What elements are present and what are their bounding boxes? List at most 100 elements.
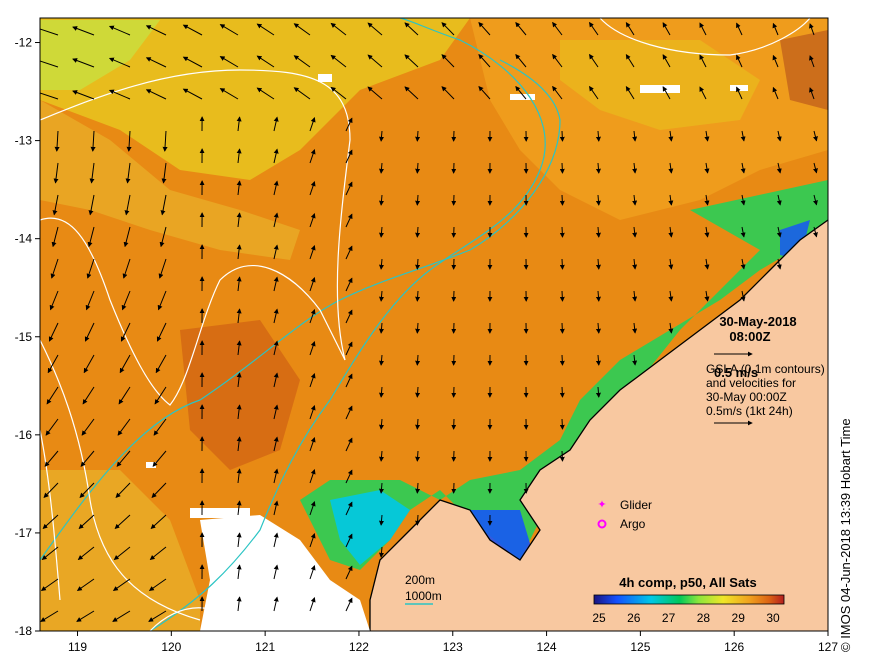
velocity-arrow-icon xyxy=(668,258,674,270)
velocity-arrow-icon xyxy=(345,181,353,196)
velocity-arrow-icon xyxy=(559,226,565,238)
velocity-arrow-icon xyxy=(632,354,638,366)
velocity-arrow-icon xyxy=(149,546,167,561)
velocity-arrow-icon xyxy=(158,258,167,279)
velocity-arrow-icon xyxy=(415,450,421,462)
y-tick-label: -15 xyxy=(15,330,33,344)
velocity-arrow-icon xyxy=(625,21,635,36)
velocity-arrow-icon xyxy=(236,404,242,420)
isobath-200-label: 200m xyxy=(405,573,435,587)
colorbar-tick-label: 27 xyxy=(662,611,676,625)
velocity-arrow-icon xyxy=(273,500,279,516)
velocity-arrow-icon xyxy=(367,22,383,36)
velocity-arrow-icon xyxy=(632,226,638,238)
x-axis: 119 120 121 122 123 124 125 126 127 xyxy=(68,631,838,654)
velocity-arrow-icon xyxy=(123,226,131,248)
velocity-arrow-icon xyxy=(126,130,132,152)
velocity-arrow-icon xyxy=(809,23,815,36)
y-tick-label: -16 xyxy=(15,428,33,442)
velocity-arrow-icon xyxy=(273,244,279,260)
velocity-arrow-icon xyxy=(116,450,131,467)
velocity-arrow-icon xyxy=(236,244,242,260)
velocity-arrow-icon xyxy=(124,194,131,216)
velocity-arrow-icon xyxy=(118,386,131,405)
velocity-arrow-icon xyxy=(559,450,565,462)
velocity-arrow-icon xyxy=(813,226,818,238)
velocity-arrow-icon xyxy=(776,194,782,206)
velocity-arrow-icon xyxy=(595,386,601,398)
velocity-arrow-icon xyxy=(345,117,353,132)
map-time: 08:00Z xyxy=(729,329,770,344)
velocity-arrow-icon xyxy=(415,290,421,302)
velocity-arrow-icon xyxy=(740,290,746,302)
velocity-arrow-icon xyxy=(219,56,239,68)
velocity-arrow-icon xyxy=(559,194,565,206)
velocity-arrow-icon xyxy=(40,90,59,100)
x-tick-label: 123 xyxy=(443,640,463,654)
x-tick-label: 127 xyxy=(818,640,838,654)
velocity-arrow-icon xyxy=(155,354,167,374)
velocity-arrow-icon xyxy=(273,308,279,324)
velocity-arrow-icon xyxy=(151,482,167,498)
velocity-arrow-icon xyxy=(89,162,95,184)
velocity-arrow-icon xyxy=(404,54,419,68)
velocity-arrow-icon xyxy=(345,437,353,452)
x-tick-label: 121 xyxy=(255,640,275,654)
velocity-arrow-icon xyxy=(145,89,167,100)
colorbar-tick-label: 29 xyxy=(732,611,746,625)
velocity-arrow-icon xyxy=(236,372,242,388)
velocity-arrow-icon xyxy=(309,309,316,324)
velocity-arrow-icon xyxy=(589,21,599,36)
velocity-arrow-icon xyxy=(236,468,242,484)
velocity-arrow-icon xyxy=(182,56,203,68)
velocity-arrow-icon xyxy=(236,532,242,548)
velocity-arrow-icon xyxy=(236,180,242,196)
velocity-arrow-icon xyxy=(345,469,353,484)
velocity-arrow-icon xyxy=(309,213,316,228)
velocity-arrow-icon xyxy=(559,418,565,430)
velocity-arrow-icon xyxy=(236,436,242,452)
velocity-arrow-icon xyxy=(415,162,421,174)
argo-label: Argo xyxy=(620,517,646,531)
velocity-arrow-icon xyxy=(90,130,96,152)
velocity-arrow-icon xyxy=(41,546,59,561)
velocity-arrow-icon xyxy=(330,22,347,36)
velocity-arrow-icon xyxy=(404,22,419,36)
velocity-arrow-icon xyxy=(72,90,95,100)
velocity-arrow-icon xyxy=(404,86,419,100)
velocity-arrow-icon xyxy=(772,22,779,36)
velocity-scale-label: 0.5 m/s xyxy=(714,365,758,380)
velocity-arrow-icon xyxy=(273,404,279,420)
velocity-arrow-icon xyxy=(595,130,601,142)
velocity-arrow-icon xyxy=(309,533,316,548)
velocity-arrow-icon xyxy=(115,482,131,498)
velocity-arrow-icon xyxy=(81,418,95,436)
colorbar-title: 4h comp, p50, All Sats xyxy=(619,575,757,590)
velocity-arrow-icon xyxy=(367,54,383,68)
velocity-arrow-icon xyxy=(80,450,95,467)
velocity-arrow-icon xyxy=(378,482,384,494)
velocity-arrow-icon xyxy=(740,162,746,174)
velocity-arrow-icon xyxy=(559,354,565,366)
velocity-arrow-icon xyxy=(772,86,779,100)
velocity-arrow-icon xyxy=(157,290,167,311)
velocity-arrow-icon xyxy=(236,276,242,292)
velocity-arrow-icon xyxy=(309,181,316,196)
velocity-arrow-icon xyxy=(559,162,565,174)
velocity-arrow-icon xyxy=(182,88,203,100)
velocity-arrow-icon xyxy=(415,482,421,494)
velocity-arrow-icon xyxy=(345,309,353,324)
velocity-arrow-icon xyxy=(704,194,710,206)
velocity-arrow-icon xyxy=(256,87,275,100)
velocity-vectors xyxy=(40,21,818,622)
velocity-arrow-icon xyxy=(236,148,242,164)
velocity-arrow-icon xyxy=(121,290,131,311)
velocity-arrow-icon xyxy=(478,85,491,100)
velocity-arrow-icon xyxy=(776,226,782,238)
velocity-arrow-icon xyxy=(441,86,455,100)
velocity-arrow-icon xyxy=(415,322,421,334)
velocity-arrow-icon xyxy=(595,258,601,270)
velocity-arrow-icon xyxy=(40,610,59,622)
velocity-arrow-icon xyxy=(415,354,421,366)
velocity-arrow-icon xyxy=(378,290,384,302)
